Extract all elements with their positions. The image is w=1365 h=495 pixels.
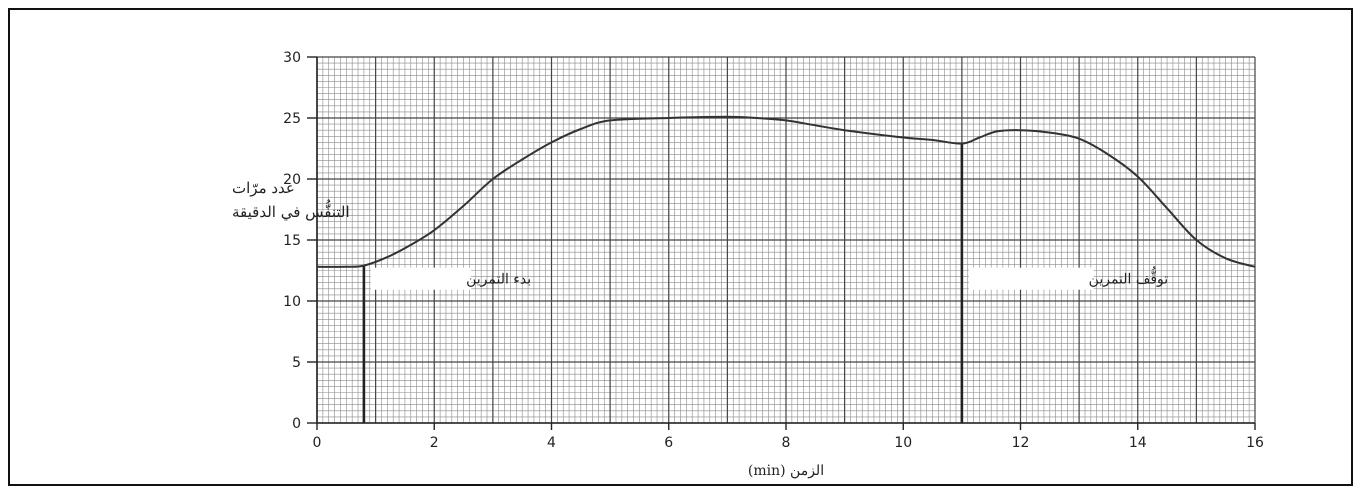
annotation-label-bg: [370, 267, 472, 290]
y-tick-label: 5: [292, 355, 301, 371]
y-axis-label-line: عدد مرّات: [232, 179, 295, 197]
y-tick-label: 30: [283, 50, 301, 66]
series-layer: [316, 115, 1256, 268]
x-tick-label: 0: [313, 435, 322, 451]
y-tick-label: 10: [283, 294, 301, 310]
figure-frame: [8, 8, 1353, 486]
y-axis-label-line: التنفُّس في الدقيقة: [232, 199, 350, 221]
annotation-label-bg: [968, 267, 1094, 290]
annotation-markers: بدء التمرين توقُّف التمرين: [362, 143, 1169, 423]
annotation-label: توقُّف التمرين: [1089, 266, 1169, 288]
y-tick-label: 15: [283, 233, 301, 249]
x-tick-label: 8: [782, 435, 791, 451]
x-axis-label: الزمن (min): [748, 463, 824, 479]
annotation-label: بدء التمرين: [466, 272, 531, 288]
x-tick-label: 6: [664, 435, 673, 451]
y-tick-label: 0: [292, 416, 301, 432]
y-tick-label: 25: [283, 111, 301, 127]
x-tick-label: 10: [894, 435, 912, 451]
y-tick-label: 20: [283, 172, 301, 188]
x-tick-label: 12: [1012, 435, 1030, 451]
x-tick-label: 4: [547, 435, 556, 451]
tick-labels: 0 5 10 15 20 25 30 0 2 4 6 8 10 12 14 16: [283, 50, 1264, 451]
x-tick-label: 16: [1246, 435, 1264, 451]
breathing-rate-line: [316, 115, 1256, 268]
x-tick-label: 14: [1129, 435, 1147, 451]
x-tick-label: 2: [430, 435, 439, 451]
axis-labels: عدد مرّات التنفُّس في الدقيقة الزمن (min): [232, 179, 824, 479]
